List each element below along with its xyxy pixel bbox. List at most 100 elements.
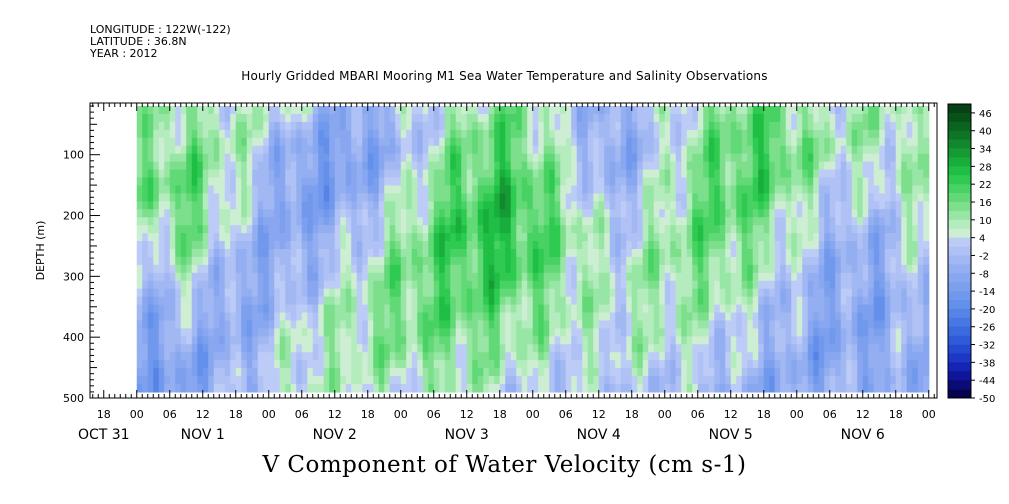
heatmap-cell (224, 264, 231, 274)
heatmap-cell (510, 368, 517, 377)
heatmap-cell (824, 161, 831, 171)
heatmap-cell (219, 288, 226, 298)
heatmap-cell (230, 193, 237, 202)
heatmap-cell (257, 145, 264, 155)
heatmap-cell (532, 225, 539, 234)
heatmap-cell (455, 376, 462, 385)
heatmap-cell (609, 296, 616, 306)
heatmap-cell (406, 360, 413, 369)
heatmap-cell (395, 296, 402, 306)
heatmap-cell (747, 121, 754, 131)
heatmap-cell (631, 248, 638, 258)
heatmap-cell (747, 233, 754, 242)
heatmap-cell (670, 360, 677, 369)
heatmap-cell (736, 304, 743, 314)
heatmap-cell (543, 352, 550, 361)
heatmap-cell (488, 193, 495, 202)
heatmap-cell (202, 376, 209, 385)
heatmap-cell (384, 248, 391, 258)
heatmap-cell (516, 360, 523, 369)
heatmap-cell (329, 137, 336, 147)
heatmap-cell (505, 145, 512, 155)
heatmap-cell (692, 312, 699, 322)
heatmap-cell (422, 177, 429, 187)
heatmap-cell (230, 280, 237, 290)
heatmap-cell (450, 217, 457, 226)
heatmap-cell (741, 360, 748, 369)
heatmap-cell (862, 129, 869, 139)
heatmap-cell (747, 288, 754, 298)
heatmap-cell (648, 352, 655, 361)
heatmap-cell (637, 312, 644, 322)
heatmap-cell (136, 169, 143, 179)
heatmap-cell (675, 304, 682, 314)
heatmap-cell (428, 312, 435, 322)
heatmap-cell (714, 241, 721, 250)
heatmap-cell (285, 193, 292, 202)
heatmap-cell (252, 296, 259, 306)
heatmap-cell (323, 129, 330, 139)
heatmap-cell (345, 209, 352, 218)
heatmap-cell (450, 272, 457, 282)
heatmap-cell (719, 383, 726, 393)
heatmap-cell (763, 233, 770, 242)
heatmap-cell (378, 360, 385, 369)
heatmap-cell (263, 248, 270, 258)
heatmap-cell (279, 248, 286, 258)
heatmap-cell (796, 241, 803, 250)
heatmap-cell (483, 225, 490, 234)
heatmap-cell (455, 233, 462, 242)
heatmap-cell (466, 153, 473, 163)
heatmap-cell (488, 383, 495, 393)
heatmap-cell (296, 280, 303, 290)
heatmap-cell (873, 121, 880, 131)
heatmap-cell (829, 137, 836, 147)
heatmap-cell (169, 233, 176, 242)
heatmap-cell (450, 360, 457, 369)
heatmap-cell (681, 209, 688, 218)
heatmap-cell (329, 360, 336, 369)
heatmap-cell (164, 153, 171, 163)
heatmap-cell (675, 383, 682, 393)
heatmap-cell (879, 328, 886, 337)
heatmap-cell (802, 383, 809, 393)
heatmap-cell (741, 320, 748, 329)
heatmap-cell (307, 161, 314, 171)
heatmap-cell (175, 272, 182, 282)
heatmap-cell (477, 113, 484, 123)
heatmap-cell (307, 248, 314, 258)
heatmap-cell (527, 137, 534, 147)
heatmap-cell (648, 368, 655, 377)
heatmap-cell (714, 106, 721, 115)
heatmap-cell (527, 256, 534, 266)
heatmap-cell (851, 233, 858, 242)
heatmap-cell (620, 304, 627, 314)
heatmap-cell (879, 209, 886, 218)
heatmap-cell (774, 161, 781, 171)
heatmap-cell (230, 383, 237, 393)
heatmap-cell (252, 336, 259, 345)
heatmap-cell (730, 264, 737, 274)
heatmap-cell (202, 193, 209, 202)
heatmap-cell (719, 328, 726, 337)
heatmap-cell (505, 288, 512, 298)
heatmap-cell (604, 312, 611, 322)
heatmap-cell (296, 145, 303, 155)
heatmap-cell (587, 264, 594, 274)
heatmap-cell (312, 169, 319, 179)
heatmap-cell (197, 383, 204, 393)
heatmap-cell (290, 241, 297, 250)
heatmap-cell (257, 376, 264, 385)
heatmap-cell (439, 264, 446, 274)
heatmap-cell (290, 336, 297, 345)
heatmap-cell (714, 272, 721, 282)
heatmap-cell (202, 304, 209, 314)
heatmap-cell (769, 137, 776, 147)
heatmap-cell (543, 344, 550, 353)
heatmap-cell (829, 201, 836, 210)
heatmap-cell (868, 217, 875, 226)
heatmap-cell (846, 383, 853, 393)
heatmap-cell (197, 368, 204, 377)
heatmap-cell (455, 280, 462, 290)
heatmap-cell (598, 193, 605, 202)
